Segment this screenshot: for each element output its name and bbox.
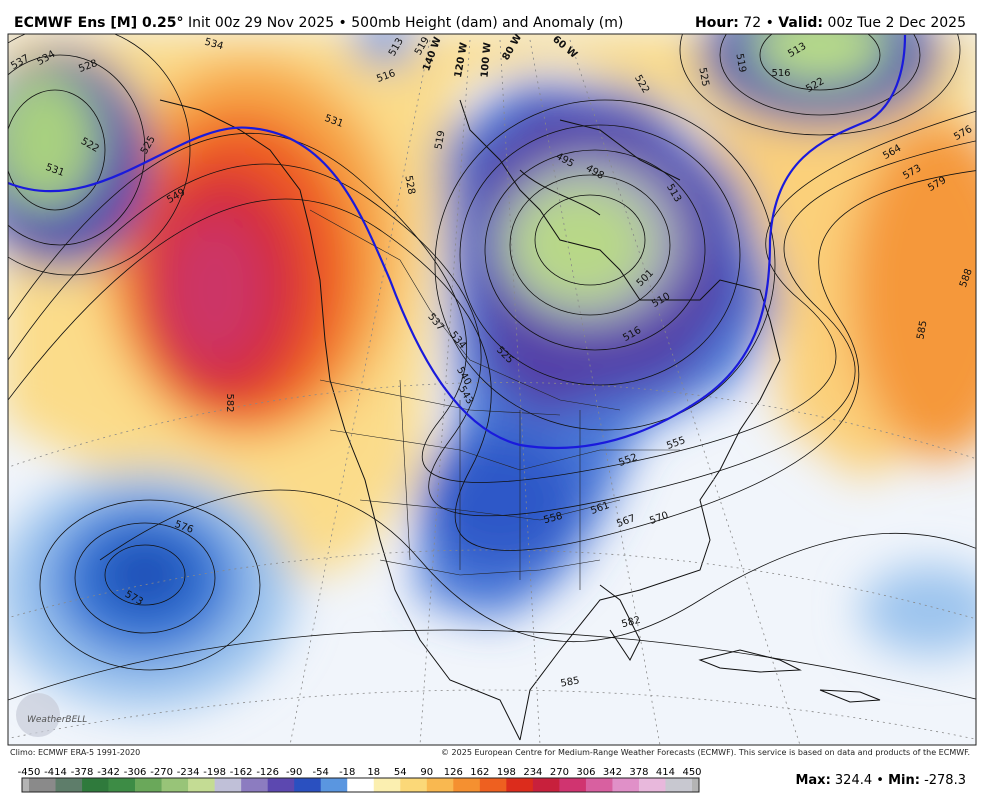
colorbar-label: 234 — [523, 767, 542, 778]
contour-label: 558 — [542, 511, 563, 527]
contour-label: 519 — [733, 53, 747, 74]
colorbar-label: -198 — [203, 767, 226, 778]
colorbar-swatch — [82, 778, 109, 792]
stats: Max: 324.4 • Min: -278.3 — [795, 773, 966, 788]
colorbar-swatch — [188, 778, 215, 792]
colorbar-label: -450 — [18, 767, 41, 778]
colorbar-label: 198 — [497, 767, 516, 778]
colorbar-label: 306 — [576, 767, 595, 778]
colorbar-label: -162 — [230, 767, 253, 778]
colorbar-swatch — [55, 778, 83, 792]
colorbar-swatch — [638, 778, 666, 792]
max-label: Max: — [795, 773, 830, 788]
colorbar-swatch — [29, 778, 56, 792]
colorbar: -450 -414 -378 -342 -306 -270 -234 -198 -162 -126… — [18, 767, 702, 793]
contour-label: 585 — [560, 675, 581, 689]
colorbar-swatch — [161, 778, 189, 792]
model-title: ECMWF Ens [M] 0.25° — [14, 15, 184, 31]
colorbar-swatch — [453, 778, 481, 792]
colorbar-label: -378 — [71, 767, 94, 778]
separator: • — [766, 15, 774, 31]
colorbar-label: 162 — [470, 767, 489, 778]
colorbar-label: 414 — [656, 767, 675, 778]
colorbar-label: 378 — [629, 767, 648, 778]
graticule — [8, 39, 976, 745]
contour-label: 528 — [402, 175, 416, 196]
colorbar-swatch — [241, 778, 268, 792]
height-contours — [8, 34, 976, 701]
colorbar-label: 450 — [682, 767, 701, 778]
colorbar-swatch — [400, 778, 428, 792]
colorbar-swatch — [108, 778, 136, 792]
colorbar-frame — [21, 777, 700, 793]
colorbar-swatch — [320, 778, 348, 792]
colorbar-label: 18 — [367, 767, 380, 778]
contour-label: 525 — [696, 67, 710, 88]
colorbar-swatch — [294, 778, 322, 792]
map: 537 534 5285225315255345495825765735315285… — [8, 34, 976, 745]
colorbar-label: -234 — [177, 767, 200, 778]
colorbar-label: -18 — [339, 767, 355, 778]
contour-label: 534 — [203, 37, 224, 53]
colorbar-swatch — [373, 778, 401, 792]
max-value: 324.4 — [835, 773, 872, 788]
colorbar-label: -306 — [124, 767, 147, 778]
header-right: Hour: 72 • Valid: 00z Tue 2 Dec 2025 — [695, 15, 966, 31]
colorbar-label: 342 — [603, 767, 622, 778]
contour-label: 582 — [224, 393, 235, 412]
contour-label: 519 — [433, 130, 447, 151]
logo-text: WeatherBELL — [27, 715, 87, 725]
540-dam-line — [8, 34, 907, 450]
climo-note: Climo: ECMWF ERA-5 1991-2020 — [10, 748, 140, 757]
colorbar-swatch — [426, 778, 454, 792]
colorbar-label: 126 — [444, 767, 463, 778]
colorbar-swatch — [612, 778, 640, 792]
contour-label: 582 — [620, 615, 641, 631]
map-frame — [7, 33, 977, 746]
colorbar-swatch — [135, 778, 162, 792]
init-subtitle: Init 00z 29 Nov 2025 • 500mb Height (dam… — [188, 15, 623, 31]
colorbar-label: -126 — [256, 767, 279, 778]
colorbar-swatch — [479, 778, 507, 792]
separator: • — [876, 773, 884, 788]
min-value: -278.3 — [924, 773, 966, 788]
colorbar-swatch — [506, 778, 534, 792]
colorbar-swatch — [532, 778, 560, 792]
colorbar-label: 54 — [394, 767, 407, 778]
min-label: Min: — [888, 773, 920, 788]
colorbar-label: 270 — [550, 767, 569, 778]
hour-label: Hour: — [695, 15, 739, 31]
logo: WeatherBELL — [16, 693, 87, 737]
valid-label: Valid: — [778, 15, 823, 31]
longitude-label: 100 W — [479, 42, 493, 78]
header-left: ECMWF Ens [M] 0.25° Init 00z 29 Nov 2025… — [14, 15, 623, 31]
hour: 72 — [743, 15, 761, 31]
copyright: © 2025 European Centre for Medium-Range … — [441, 748, 970, 757]
colorbar-swatch — [267, 778, 295, 792]
colorbar-swatch — [559, 778, 587, 792]
contour-label: 585 — [915, 320, 929, 341]
colorbar-swatch — [692, 778, 700, 792]
colorbar-label: -414 — [44, 767, 67, 778]
colorbar-swatch — [585, 778, 613, 792]
colorbar-label: -90 — [286, 767, 302, 778]
colorbar-label: -54 — [313, 767, 329, 778]
colorbar-label: 90 — [420, 767, 433, 778]
colorbar-label: -270 — [150, 767, 173, 778]
colorbar-swatch — [347, 778, 375, 792]
valid-time: 00z Tue 2 Dec 2025 — [827, 15, 966, 31]
colorbar-swatch — [214, 778, 242, 792]
colorbar-swatch — [22, 778, 30, 792]
colorbar-swatch — [665, 778, 693, 792]
contour-label: 516 — [771, 68, 790, 79]
colorbar-label: -342 — [97, 767, 120, 778]
